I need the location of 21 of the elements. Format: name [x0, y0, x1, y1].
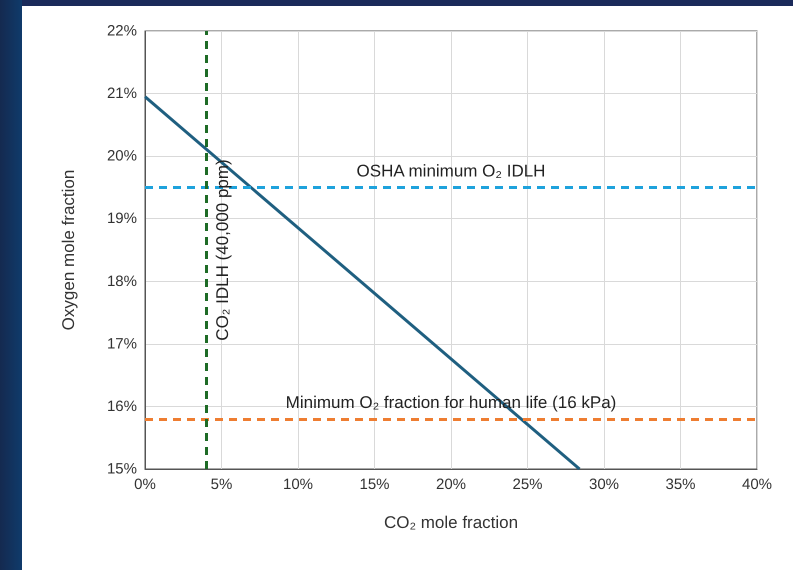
y-tick-label: 21% — [106, 85, 137, 102]
x-tick-label: 10% — [282, 476, 314, 493]
y-tick-label: 16% — [106, 398, 137, 415]
x-tick-label: 5% — [210, 476, 232, 493]
y-tick-label: 15% — [106, 460, 137, 478]
x-tick-label: 40% — [742, 476, 772, 493]
x-tick-label: 25% — [512, 476, 543, 493]
y-axis-title: Oxygen mole fraction — [59, 170, 78, 330]
y-tick-label: 18% — [106, 272, 137, 290]
y-tick-label: 17% — [106, 335, 137, 352]
ref-line-label: CO₂ IDLH (40,000 ppm) — [213, 159, 232, 341]
x-axis-title: CO₂ mole fraction — [384, 513, 518, 532]
x-tick-label: 35% — [665, 476, 696, 493]
ref-line-label: OSHA minimum O₂ IDLH — [356, 161, 546, 180]
y-tick-label: 20% — [106, 148, 137, 165]
y-tick-label: 22% — [106, 22, 137, 40]
x-tick-label: 0% — [134, 476, 156, 493]
x-tick-label: 30% — [588, 476, 620, 493]
x-tick-label: 15% — [359, 476, 390, 493]
x-tick-label: 20% — [436, 476, 466, 493]
y-tick-label: 19% — [106, 210, 137, 228]
